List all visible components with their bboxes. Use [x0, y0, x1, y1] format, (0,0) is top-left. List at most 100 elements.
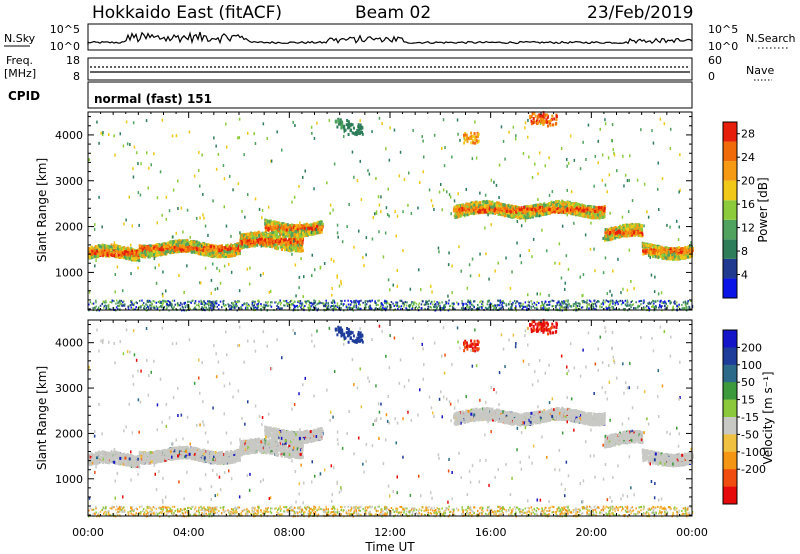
power-cell: [612, 227, 615, 231]
power-cell: [124, 247, 127, 251]
date-title: 23/Feb/2019: [587, 3, 693, 23]
power-cell: [164, 242, 167, 246]
power-cell: [288, 238, 291, 242]
power-cell: [580, 203, 583, 207]
power-cell: [132, 254, 135, 258]
power-cell: [581, 205, 584, 209]
power-cell: [282, 233, 285, 237]
power-cell: [240, 246, 243, 250]
power-cell: [97, 244, 100, 248]
power-cell: [505, 209, 508, 213]
power-cell: [246, 241, 249, 245]
power-cell: [123, 246, 126, 250]
power-cell: [304, 224, 307, 228]
power-cell: [602, 209, 605, 213]
power-cell: [303, 225, 306, 228]
power-cell: [275, 243, 278, 247]
power-cell: [473, 203, 476, 207]
power-cell: [135, 257, 138, 261]
power-cell: [115, 244, 118, 248]
power-cell: [264, 226, 267, 230]
power-cell: [508, 214, 511, 218]
power-cell: [308, 227, 311, 231]
power-cell: [264, 222, 267, 226]
power-cell: [174, 240, 177, 244]
power-cell: [573, 208, 576, 212]
power-cell: [190, 245, 193, 249]
power-cell: [605, 228, 608, 232]
power-cell: [171, 251, 174, 254]
power-cell: [120, 253, 123, 257]
power-cell: [195, 240, 198, 244]
power-cell: [578, 209, 580, 213]
power-cell: [284, 229, 287, 232]
power-cell: [232, 244, 235, 248]
power-cell: [467, 210, 469, 214]
power-cell: [158, 244, 161, 248]
power-cell: [126, 256, 129, 260]
power-cell: [530, 204, 533, 208]
power-cell: [574, 212, 577, 216]
power-cell: [165, 245, 168, 249]
power-cell: [142, 244, 145, 248]
power-cell: [288, 234, 291, 238]
power-cell: [562, 202, 564, 206]
nsky-strip: N.Sky 10^5 10^0 10^5 10^0 N.Search: [4, 23, 796, 53]
power-cell: [624, 232, 627, 236]
power-cell: [481, 207, 484, 211]
power-cell: [199, 246, 202, 250]
power-cell: [612, 230, 615, 234]
power-cell: [626, 224, 628, 228]
power-cell: [295, 230, 298, 234]
power-cell: [537, 210, 540, 213]
power-cell: [294, 224, 297, 228]
power-cell: [594, 210, 597, 213]
power-cell: [567, 207, 570, 211]
power-cell: [158, 248, 161, 252]
power-cell: [280, 226, 283, 230]
power-cell: [257, 231, 260, 235]
power-cell: [634, 227, 637, 231]
power-cell: [179, 246, 182, 250]
power-cell: [298, 249, 301, 253]
power-cell: [266, 220, 269, 224]
power-cell: [300, 242, 303, 246]
power-cell: [581, 213, 584, 217]
power-cell: [110, 253, 113, 257]
power-cell: [594, 216, 597, 220]
power-cell: [282, 228, 285, 232]
power-cell: [274, 246, 277, 249]
power-cell: [625, 234, 628, 238]
power-cell: [175, 244, 178, 248]
power-cell: [262, 243, 265, 246]
power-cell: [290, 233, 293, 237]
power-cell: [94, 254, 97, 258]
power-cell: [287, 245, 290, 249]
power-cell: [260, 237, 263, 241]
power-cell: [269, 241, 272, 245]
power-cell: [604, 230, 607, 234]
power-cell: [127, 248, 130, 251]
power-cell: [296, 246, 298, 250]
power-cell: [190, 240, 193, 244]
power-cell: [502, 212, 505, 216]
power-cell: [281, 240, 284, 243]
power-cell: [633, 224, 636, 228]
power-cell: [640, 225, 643, 228]
power-cell: [269, 225, 272, 229]
power-cell: [181, 245, 184, 249]
power-cell: [600, 213, 603, 217]
power-cell: [582, 212, 585, 216]
power-cell: [554, 201, 557, 205]
power-cell: [484, 208, 486, 212]
power-cell: [162, 248, 165, 252]
power-cell: [514, 212, 517, 216]
power-cell: [520, 208, 523, 212]
power-cell: [282, 223, 285, 227]
power-cell: [125, 251, 128, 255]
power-cell: [187, 242, 190, 246]
power-cell: [211, 254, 214, 258]
power-cell: [115, 249, 118, 253]
power-cell: [126, 253, 129, 257]
nave-tick-bottom: 0: [708, 70, 715, 83]
